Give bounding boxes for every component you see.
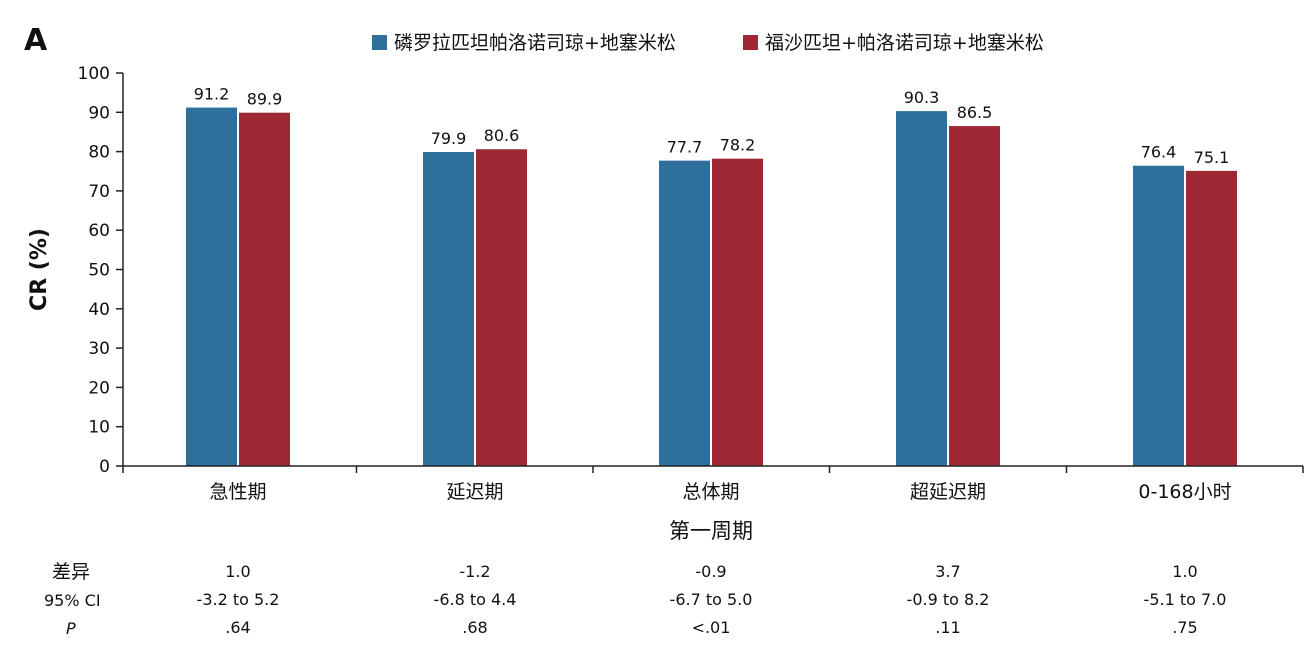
y-tick-label: 100 — [78, 64, 110, 84]
stats-cell-r1-c2: -1.2 — [459, 562, 490, 581]
bar-series2-5 — [1186, 170, 1237, 466]
y-tick-label: 20 — [88, 378, 110, 398]
stats-cell-r3-c4: .11 — [935, 618, 960, 637]
x-category-label: 总体期 — [682, 481, 739, 503]
x-category-label: 0-168小时 — [1138, 481, 1231, 503]
legend-label-1: 磷罗拉匹坦帕洛诺司琼+地塞米松 — [394, 32, 676, 54]
data-label-series2-2: 80.6 — [484, 126, 520, 145]
stats-cell-r2-c3: -6.7 to 5.0 — [670, 590, 753, 609]
legend-swatch-2 — [743, 35, 758, 50]
stats-row-label-2: 95% CI — [44, 591, 101, 610]
data-label-series1-2: 79.9 — [431, 129, 467, 148]
stats-row-label-3: P — [66, 619, 76, 638]
data-label-series2-4: 86.5 — [957, 103, 993, 122]
y-tick-label: 60 — [88, 221, 110, 241]
bar-series1-1 — [186, 107, 237, 467]
data-label-series1-3: 77.7 — [667, 138, 703, 157]
bar-series2-3 — [712, 158, 763, 466]
stats-cell-r1-c1: 1.0 — [225, 562, 250, 581]
stats-cell-r1-c3: -0.9 — [695, 562, 726, 581]
y-tick-label: 0 — [99, 457, 110, 477]
bar-series1-4 — [896, 111, 947, 466]
stats-cell-r3-c3: <.01 — [692, 618, 731, 637]
y-tick-label: 90 — [88, 103, 110, 123]
stats-cell-r3-c5: .75 — [1172, 618, 1197, 637]
data-label-series1-1: 91.2 — [194, 85, 230, 104]
bar-series1-3 — [659, 160, 710, 466]
stats-cell-r3-c1: .64 — [225, 618, 250, 637]
data-label-series1-5: 76.4 — [1141, 143, 1177, 162]
stats-cell-r2-c1: -3.2 to 5.2 — [197, 590, 280, 609]
y-tick-label: 30 — [88, 339, 110, 359]
legend-label-2: 福沙匹坦+帕洛诺司琼+地塞米松 — [765, 32, 1044, 54]
x-category-label: 超延迟期 — [910, 481, 986, 503]
x-category-label: 延迟期 — [446, 481, 503, 503]
y-axis-label: CR (%) — [27, 228, 52, 311]
panel-label: A — [24, 23, 48, 58]
y-tick-label: 40 — [88, 300, 110, 320]
legend-swatch-1 — [372, 35, 387, 50]
data-label-series1-4: 90.3 — [904, 88, 940, 107]
x-axis-label: 第一周期 — [669, 519, 753, 543]
bar-series2-1 — [239, 112, 290, 467]
stats-cell-r1-c5: 1.0 — [1172, 562, 1197, 581]
bar-series1-2 — [423, 151, 474, 467]
bar-series1-5 — [1133, 165, 1184, 467]
stats-cell-r1-c4: 3.7 — [935, 562, 960, 581]
stats-cell-r3-c2: .68 — [462, 618, 487, 637]
stats-cell-r2-c4: -0.9 to 8.2 — [907, 590, 990, 609]
x-category-label: 急性期 — [209, 481, 266, 503]
bar-series2-4 — [949, 126, 1000, 467]
stats-row-label-1: 差异 — [52, 561, 90, 583]
stats-cell-r2-c5: -5.1 to 7.0 — [1144, 590, 1227, 609]
data-label-series2-5: 75.1 — [1194, 148, 1230, 167]
y-tick-label: 50 — [88, 261, 110, 281]
y-tick-label: 10 — [88, 418, 110, 438]
data-label-series2-1: 89.9 — [247, 90, 283, 109]
data-label-series2-3: 78.2 — [720, 136, 756, 155]
stats-cell-r2-c2: -6.8 to 4.4 — [434, 590, 517, 609]
y-tick-label: 70 — [88, 182, 110, 202]
y-tick-label: 80 — [88, 143, 110, 163]
bar-series2-2 — [476, 149, 527, 466]
